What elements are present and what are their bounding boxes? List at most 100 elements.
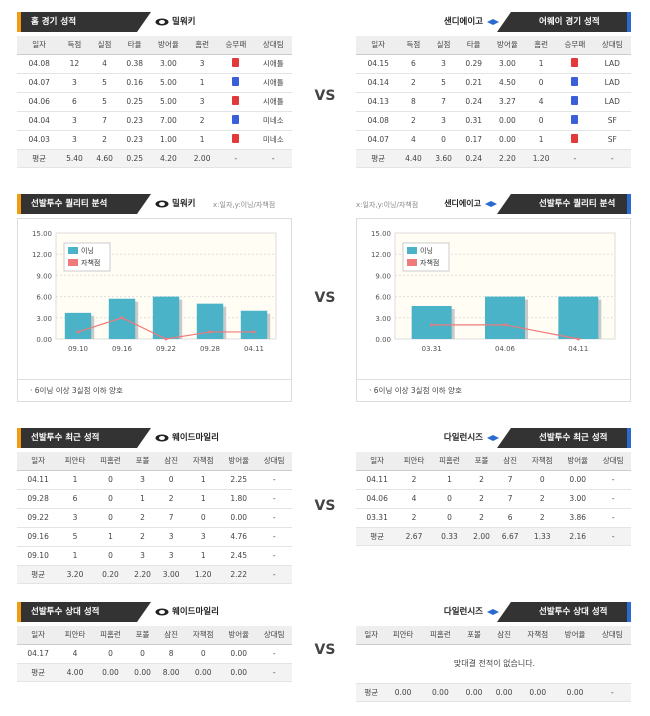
column-header: 포볼	[459, 626, 490, 645]
table-cell: LAD	[593, 92, 631, 112]
column-header: 상대팀	[256, 452, 292, 471]
column-header: 피홈런	[431, 452, 468, 471]
right-quality-panel: x:일자,y:이닝/자책점 샌디에이고 선발투수 퀄리티 분석 0.00 3.00…	[356, 194, 631, 402]
vs-label: VS	[314, 88, 336, 104]
table-cell: 0.21	[458, 73, 489, 93]
table-cell: 5	[89, 73, 120, 93]
home-record-panel: 홈 경기 성적 밀워키 일자 득점 실점 타율 방어율 홈런 승무패 상대팀 04.08 12 4 0…	[17, 12, 292, 168]
column-header: 포볼	[467, 452, 496, 471]
table-cell: 3	[187, 54, 218, 74]
table-cell: 5	[89, 92, 120, 112]
home-record-table: 일자 득점 실점 타율 방어율 홈런 승무패 상대팀 04.08 12 4 0.38 3.00 3 시애틀 0…	[17, 36, 292, 168]
table-cell: 0.00	[559, 470, 596, 490]
legend-swatch-earned-runs	[407, 259, 417, 266]
table-cell: 3	[128, 470, 157, 490]
column-header: 홈런	[526, 36, 557, 55]
table-cell: 0	[92, 508, 129, 528]
table-cell: 0.29	[458, 54, 489, 74]
table-cell: 0	[92, 470, 129, 490]
table-cell: SF	[593, 111, 631, 131]
table-cell: 6	[495, 508, 525, 528]
table-cell: 0	[524, 470, 560, 490]
table-cell: -	[595, 489, 631, 509]
table-cell: 3	[185, 527, 221, 547]
average-row: 평균 4.00 0.00 0.00 8.00 0.00 0.00-	[17, 663, 292, 682]
average-cell: 3.20	[57, 565, 93, 584]
table-cell: 04.07	[356, 130, 399, 150]
column-header: 삼진	[156, 452, 186, 471]
table-cell	[217, 111, 255, 131]
team-logo-icon	[485, 200, 497, 207]
table-cell: 04.08	[17, 54, 60, 74]
team-logo-icon	[155, 608, 169, 615]
table-cell: 5	[428, 73, 459, 93]
quality-chart-box: 0.00 3.00 6.00 9.00 12.00 15.00 09.10 09.16 09.2…	[17, 218, 292, 402]
column-header: 방어율	[556, 626, 594, 645]
table-cell: 2	[467, 489, 496, 509]
table-cell	[556, 92, 594, 112]
column-header: 피홈런	[92, 452, 129, 471]
table-cell: 1	[185, 489, 221, 509]
x-tick-label: 04.11	[244, 345, 264, 353]
average-cell: 0.00	[459, 683, 490, 702]
table-cell: 4.50	[488, 73, 527, 93]
vs-label: VS	[314, 498, 336, 514]
loss-badge	[571, 77, 579, 86]
table-cell: 04.03	[17, 130, 60, 150]
table-cell: 4	[89, 54, 120, 74]
average-cell: 평균	[17, 663, 58, 682]
left-quality-panel: 선발투수 퀄리티 분석 밀워키 x:일자,y:이닝/자책점 0.00 3.00 6.…	[17, 194, 292, 402]
average-row: 평균 3.20 0.20 2.20 3.00 1.20 2.22-	[17, 565, 292, 584]
column-header: 타율	[119, 36, 150, 55]
vs-label: VS	[314, 642, 336, 658]
loss-badge	[571, 96, 579, 105]
table-cell	[217, 92, 255, 112]
average-cell: 0.00	[556, 683, 594, 702]
table-row: 04.14 2 5 0.21 4.50 0 LAD	[356, 73, 631, 93]
column-header: 승무패	[217, 36, 255, 55]
table-cell: 04.15	[356, 54, 399, 74]
average-cell: 2.20	[488, 149, 527, 168]
y-tick-label: 9.00	[36, 272, 52, 280]
earned-runs-point	[164, 337, 168, 341]
loss-badge	[571, 115, 579, 124]
table-row: 04.06 4 0 2 7 2 3.00-	[356, 489, 631, 509]
earned-runs-point	[76, 330, 80, 334]
table-row: 04.04 3 7 0.23 7.00 2 미네소	[17, 111, 292, 131]
table-cell: -	[256, 527, 292, 547]
table-cell: 3	[156, 546, 186, 566]
recent-title: 선발투수 최근 성적	[17, 428, 151, 448]
average-cell: 0.00	[489, 683, 520, 702]
quality-chart: 0.00 3.00 6.00 9.00 12.00 15.00 09.10 09.16 09.2…	[32, 230, 277, 353]
vs-record-table: 일자 피안타 피홈런 포볼 삼진 자책점 방어율 상대팀 맞대결 전적이 없습니다. 평균 0.00…	[356, 626, 631, 702]
column-header: 삼진	[156, 626, 186, 645]
table-cell: 0	[185, 644, 221, 664]
table-cell: 2	[156, 489, 186, 509]
average-cell: 1.20	[185, 565, 221, 584]
column-header: 포볼	[128, 452, 157, 471]
table-cell: 0	[92, 644, 129, 664]
average-cell: 2.67	[396, 527, 432, 546]
column-header: 상대팀	[593, 36, 631, 55]
y-tick-label: 15.00	[32, 230, 52, 238]
empty-message: 맞대결 전적이 없습니다.	[356, 644, 631, 684]
table-cell: 0.00	[220, 644, 257, 664]
table-cell: 04.14	[356, 73, 399, 93]
table-cell: 0.00	[220, 508, 257, 528]
recent-title: 선발투수 최근 성적	[497, 428, 631, 448]
table-cell: -	[595, 470, 631, 490]
table-cell: 미네소	[254, 130, 292, 150]
table-cell: 시애틀	[254, 54, 292, 74]
column-header: 자책점	[185, 626, 221, 645]
table-cell: -	[256, 644, 292, 664]
column-header: 일자	[356, 452, 397, 471]
column-header: 포볼	[128, 626, 157, 645]
column-header: 일자	[17, 626, 58, 645]
table-cell: 8	[156, 644, 186, 664]
column-header: 삼진	[495, 452, 525, 471]
table-cell: 2	[398, 111, 429, 131]
y-tick-label: 3.00	[375, 315, 391, 323]
win-badge	[232, 58, 240, 67]
table-row: 04.11 2 1 2 7 0 0.00-	[356, 470, 631, 490]
table-cell	[217, 130, 255, 150]
